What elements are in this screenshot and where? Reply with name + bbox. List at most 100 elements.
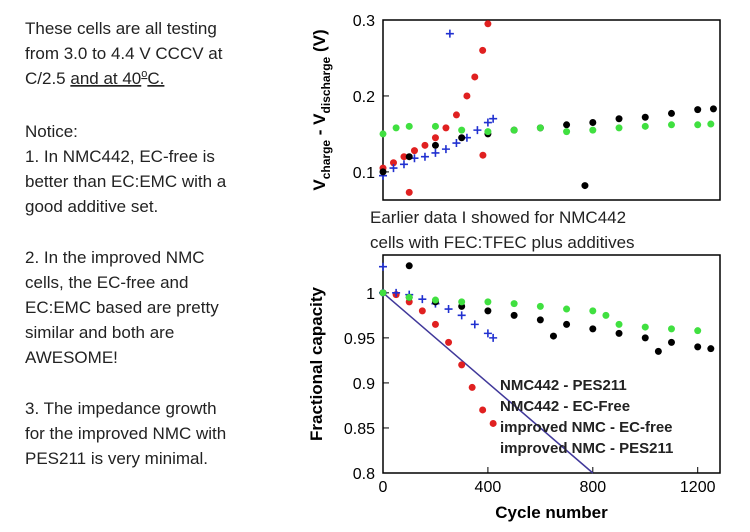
point bbox=[479, 151, 487, 159]
point bbox=[615, 329, 623, 337]
point bbox=[615, 320, 623, 328]
point bbox=[431, 296, 439, 304]
point bbox=[431, 122, 439, 130]
point bbox=[602, 311, 610, 319]
point bbox=[457, 311, 466, 320]
y-axis-label-part: (V) bbox=[310, 29, 329, 56]
point bbox=[510, 311, 518, 319]
note-line: 3. The impedance growth bbox=[25, 399, 217, 418]
point bbox=[483, 329, 492, 338]
note-line: AWESOME! bbox=[25, 348, 118, 367]
y-tick-label: 0.85 bbox=[344, 421, 375, 438]
point bbox=[654, 347, 662, 355]
point bbox=[484, 128, 492, 136]
y-axis-label-part: discharge bbox=[319, 56, 333, 113]
chart: 0.8 0.85 0.9 0.95 1 0 400 800 1200 Cycle number Fr… bbox=[307, 254, 721, 522]
point bbox=[483, 118, 492, 127]
point bbox=[589, 119, 597, 127]
note-part: and at 40 bbox=[70, 69, 141, 88]
point bbox=[563, 128, 571, 136]
x-tick-label: 0 bbox=[379, 479, 388, 496]
point bbox=[405, 188, 413, 196]
point bbox=[418, 295, 427, 304]
point bbox=[510, 300, 518, 308]
note-line: PES211 is very minimal. bbox=[25, 449, 208, 468]
point bbox=[489, 419, 497, 427]
point bbox=[641, 323, 649, 331]
point bbox=[489, 333, 498, 342]
annotation: Earlier data I showed for NMC442 bbox=[370, 208, 626, 227]
point bbox=[392, 288, 401, 297]
point bbox=[410, 147, 418, 155]
point bbox=[442, 124, 450, 132]
x-tick-label: 800 bbox=[579, 479, 606, 496]
point bbox=[694, 343, 702, 351]
point bbox=[615, 124, 623, 132]
point bbox=[379, 168, 387, 176]
note-line: These cells are all testing bbox=[25, 19, 217, 38]
point bbox=[694, 106, 702, 114]
y-axis-label-part: Fractional capacity bbox=[307, 286, 326, 441]
point bbox=[484, 20, 492, 28]
point bbox=[405, 293, 413, 301]
point bbox=[549, 332, 557, 340]
point bbox=[667, 338, 675, 346]
point bbox=[431, 141, 439, 149]
point bbox=[405, 153, 413, 161]
point bbox=[463, 92, 471, 100]
point bbox=[458, 298, 466, 306]
note-line: from 3.0 to 4.4 V CCCV at bbox=[25, 44, 223, 63]
x-tick-label: 400 bbox=[475, 479, 502, 496]
point bbox=[389, 164, 398, 173]
point bbox=[709, 105, 717, 113]
point bbox=[536, 316, 544, 324]
y-tick-label: 1 bbox=[366, 286, 375, 303]
point bbox=[536, 302, 544, 310]
point bbox=[641, 334, 649, 342]
note-part: C/2.5 bbox=[25, 69, 70, 88]
note-line: good additive set. bbox=[25, 197, 158, 216]
point bbox=[418, 307, 426, 315]
y-tick-label: 0.8 bbox=[353, 466, 375, 483]
point bbox=[421, 141, 429, 149]
point bbox=[536, 124, 544, 132]
y-tick-label: 0.3 bbox=[353, 13, 375, 30]
point bbox=[379, 262, 387, 271]
point bbox=[420, 152, 429, 161]
reference-line bbox=[382, 292, 594, 474]
point bbox=[667, 109, 675, 117]
point bbox=[694, 327, 702, 335]
point bbox=[694, 121, 702, 129]
point bbox=[707, 120, 715, 128]
point bbox=[468, 383, 476, 391]
point bbox=[589, 325, 597, 333]
point bbox=[389, 159, 397, 167]
note-line: 1. In NMC442, EC-free is bbox=[25, 147, 215, 166]
point bbox=[589, 126, 597, 134]
y-axis-label-part: V bbox=[310, 179, 329, 191]
point bbox=[452, 111, 460, 119]
legend-entry: NMC442 - PES211 bbox=[500, 377, 627, 394]
note-line: for the improved NMC with bbox=[25, 424, 226, 443]
y-axis-label: Vcharge - Vdischarge (V) bbox=[310, 29, 333, 190]
point bbox=[399, 160, 408, 169]
point bbox=[444, 305, 453, 314]
point bbox=[589, 307, 597, 315]
point bbox=[379, 130, 387, 138]
point bbox=[707, 345, 715, 353]
point bbox=[431, 134, 439, 142]
point bbox=[473, 126, 482, 135]
plot-frame bbox=[382, 19, 721, 201]
note-line: Notice: bbox=[25, 122, 78, 141]
point bbox=[563, 121, 571, 129]
y-tick-label: 0.95 bbox=[344, 331, 375, 348]
note-line: EC:EMC based are pretty bbox=[25, 298, 219, 317]
point bbox=[510, 126, 518, 134]
point bbox=[563, 305, 571, 313]
annotation: cells with FEC:TFEC plus additives bbox=[370, 233, 635, 252]
plot-frame bbox=[382, 254, 721, 474]
point bbox=[667, 121, 675, 129]
note-part: o bbox=[141, 68, 147, 80]
